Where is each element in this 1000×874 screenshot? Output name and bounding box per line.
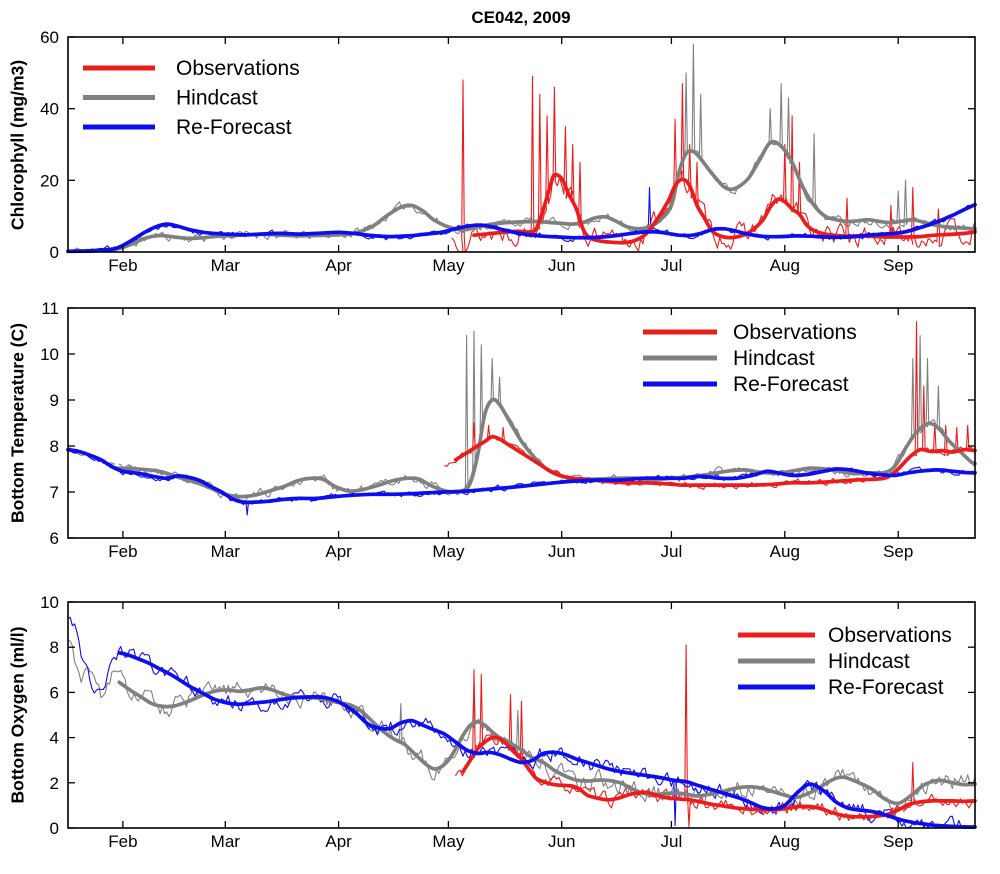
- temperature-ytick-label: 7: [50, 483, 59, 502]
- legend-item-reforecast: Re-Forecast: [738, 676, 944, 699]
- oxygen-xtick-label: May: [432, 832, 465, 851]
- legend-label-hindcast: Hindcast: [733, 347, 815, 370]
- temperature-xtick-label: May: [432, 542, 465, 561]
- chlorophyll-observations-raw-line: [451, 75, 975, 253]
- chlorophyll-xtick-label: Sep: [883, 256, 913, 275]
- temperature-legend: Observations Hindcast Re-Forecast: [643, 321, 857, 396]
- figure-title: CE042, 2009: [471, 8, 571, 27]
- oxygen-xtick-label: Jul: [661, 832, 683, 851]
- temperature-ytick-label: 9: [50, 391, 59, 410]
- oxygen-xtick-label: Aug: [770, 832, 800, 851]
- legend-label-observations: Observations: [176, 57, 300, 80]
- oxygen-xtick-label: Jun: [548, 832, 575, 851]
- temperature-observations-raw-line: [444, 321, 975, 490]
- temperature-reforecast-smooth-line: [66, 447, 977, 505]
- chlorophyll-xtick-label: Apr: [325, 256, 352, 275]
- oxygen-observations-smooth-line: [461, 735, 977, 819]
- chlorophyll-xtick-label: Feb: [108, 256, 137, 275]
- temperature-ytick-label: 10: [40, 345, 59, 364]
- oxygen-axes-frame: [67, 601, 976, 829]
- oxygen-xtick-label: Sep: [883, 832, 913, 851]
- chlorophyll-ytick-label: 20: [40, 171, 59, 190]
- chlorophyll-legend: Observations Hindcast Re-Forecast: [83, 57, 300, 139]
- legend-label-reforecast: Re-Forecast: [828, 676, 944, 699]
- oxygen-legend: Observations Hindcast Re-Forecast: [738, 624, 952, 699]
- chlorophyll-reforecast-smooth-line: [66, 202, 977, 254]
- legend-item-observations: Observations: [738, 624, 952, 647]
- temperature-xtick-label: Jun: [548, 542, 575, 561]
- oxygen-hindcast-smooth-line: [117, 680, 977, 806]
- oxygen-xtick-label: Feb: [108, 832, 137, 851]
- oxygen-ytick-label: 10: [40, 593, 59, 612]
- temperature-xtick-label: Mar: [211, 542, 241, 561]
- oxygen-ytick-label: 8: [50, 638, 59, 657]
- temperature-observations-smooth-line: [453, 434, 977, 488]
- legend-item-hindcast: Hindcast: [643, 347, 815, 370]
- panel-chlorophyll: Feb Mar Apr May Jun Jul Aug Sep 0 20 40 60 Observati…: [40, 28, 977, 275]
- chlorophyll-xtick-label: Jun: [548, 256, 575, 275]
- temperature-ytick-label: 11: [41, 299, 59, 318]
- chlorophyll-axes-frame: [67, 36, 976, 253]
- legend-label-hindcast: Hindcast: [828, 650, 910, 673]
- chlorophyll-ytick-label: 60: [40, 28, 59, 47]
- legend-item-hindcast: Hindcast: [83, 87, 258, 110]
- chlorophyll-ytick-label: 0: [50, 243, 59, 262]
- legend-label-observations: Observations: [828, 624, 952, 647]
- legend-item-reforecast: Re-Forecast: [643, 373, 849, 396]
- oxygen-xtick-label: Apr: [325, 832, 352, 851]
- legend-label-reforecast: Re-Forecast: [176, 116, 292, 139]
- temperature-ytick-label: 6: [50, 529, 59, 548]
- chlorophyll-xtick-label: Jul: [661, 256, 683, 275]
- oxygen-reforecast-smooth-line: [117, 651, 977, 829]
- oxygen-ytick-label: 4: [50, 729, 59, 748]
- oxygen-ytick-label: 0: [50, 819, 59, 838]
- temperature-axes-frame: [67, 307, 976, 539]
- oxygen-ytick-label: 6: [50, 683, 59, 702]
- oxygen-xtick-label: Mar: [211, 832, 241, 851]
- legend-item-reforecast: Re-Forecast: [83, 116, 292, 139]
- legend-item-hindcast: Hindcast: [738, 650, 910, 673]
- chlorophyll-ytick-label: 40: [40, 100, 59, 119]
- temperature-xtick-label: Feb: [108, 542, 137, 561]
- oxygen-ytick-label: 2: [50, 774, 59, 793]
- temperature-hindcast-raw-line: [114, 330, 975, 503]
- chlorophyll-xtick-label: Mar: [211, 256, 241, 275]
- chlorophyll-xtick-label: Aug: [770, 256, 800, 275]
- legend-label-reforecast: Re-Forecast: [733, 373, 849, 396]
- temperature-xtick-label: Sep: [883, 542, 913, 561]
- panel-oxygen: Feb Mar Apr May Jun Jul Aug Sep 0 2 4 6 8 10 Observati…: [40, 593, 977, 851]
- legend-label-observations: Observations: [733, 321, 857, 344]
- temperature-xtick-label: Aug: [770, 542, 800, 561]
- legend-item-observations: Observations: [83, 57, 300, 80]
- panel-temperature: Feb Mar Apr May Jun Jul Aug Sep 6 7 8 9 10 11 Observat…: [40, 299, 977, 561]
- temperature-xtick-label: Apr: [325, 542, 352, 561]
- temperature-ytick-label: 8: [50, 437, 59, 456]
- temperature-xtick-label: Jul: [661, 542, 683, 561]
- legend-label-hindcast: Hindcast: [176, 87, 258, 110]
- legend-item-observations: Observations: [643, 321, 857, 344]
- chlorophyll-xtick-label: May: [432, 256, 465, 275]
